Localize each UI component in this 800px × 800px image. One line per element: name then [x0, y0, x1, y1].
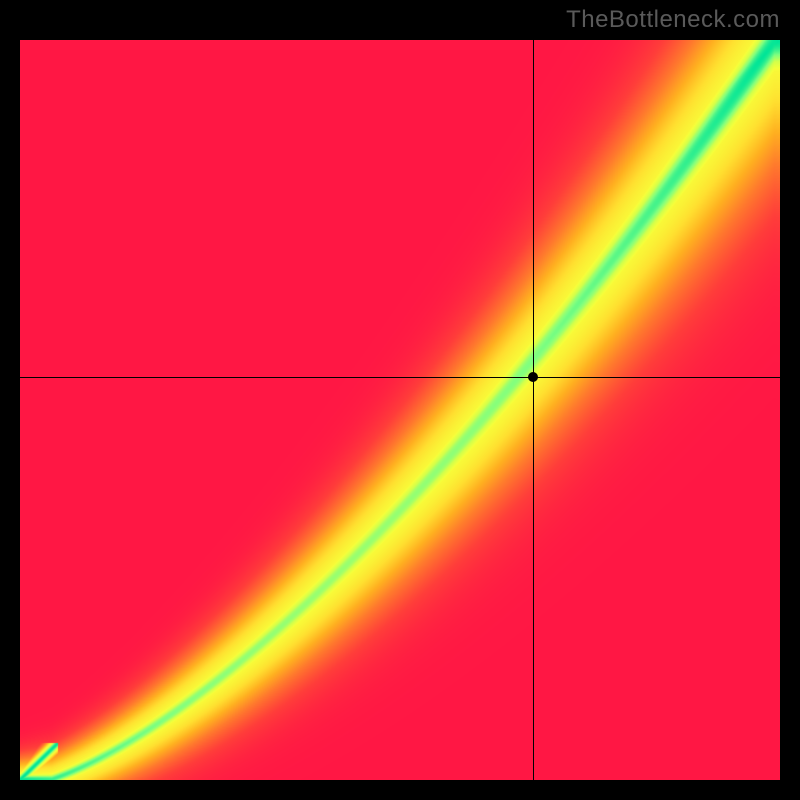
marker-dot — [528, 372, 538, 382]
crosshair-horizontal — [20, 377, 780, 378]
bottleneck-heatmap — [20, 40, 780, 780]
watermark: TheBottleneck.com — [566, 6, 780, 34]
crosshair-vertical — [533, 40, 534, 780]
heatmap-canvas — [20, 40, 780, 780]
